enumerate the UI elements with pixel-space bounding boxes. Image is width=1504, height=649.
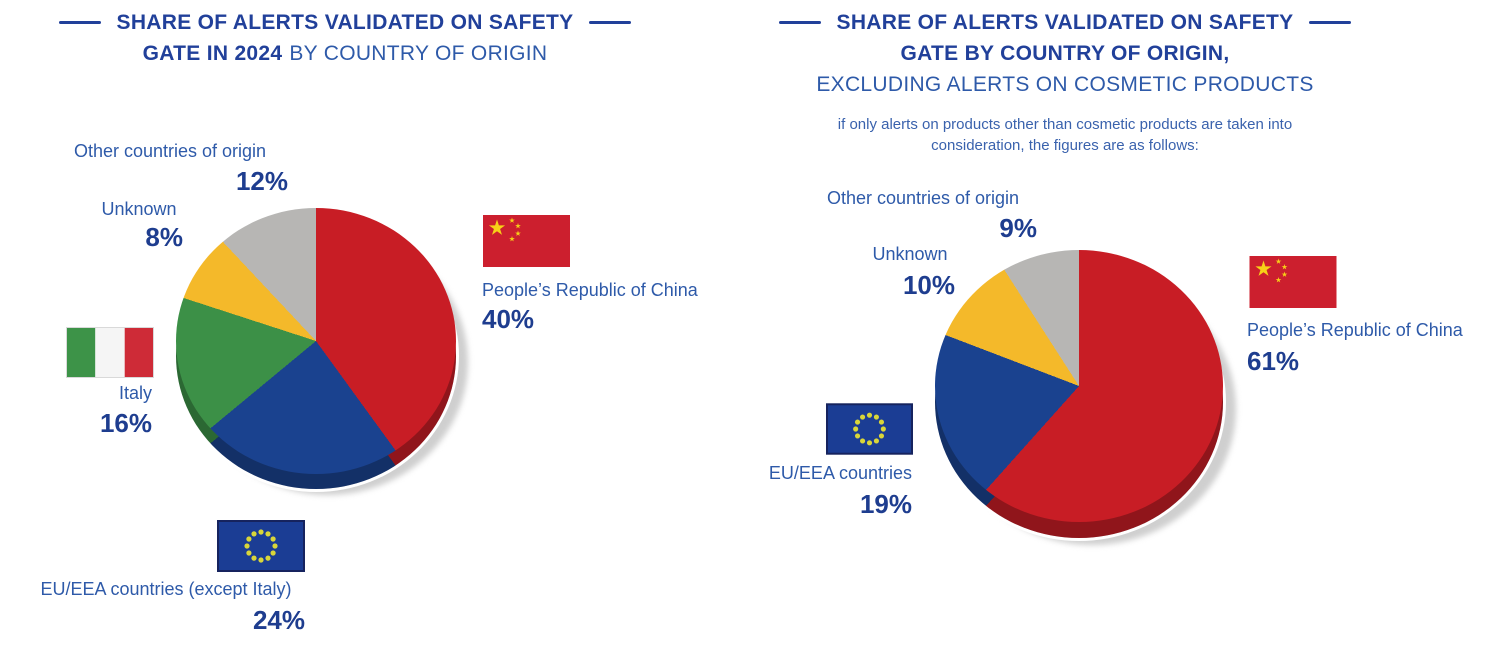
right-title-line1-text: SHARE OF ALERTS VALIDATED ON SAFETY xyxy=(836,11,1294,34)
right-title-line2-bold: GATE BY COUNTRY OF ORIGIN, xyxy=(900,42,1230,65)
left-chart-title: SHARE OF ALERTS VALIDATED ON SAFETY GATE… xyxy=(0,8,690,70)
right-chart-subtitle: if only alerts on products other than co… xyxy=(837,116,1293,154)
callout-china-label: People’s Republic of China xyxy=(1247,320,1463,340)
pie-face xyxy=(176,208,456,474)
left-title-line2: GATE IN 2024 BY COUNTRY OF ORIGIN xyxy=(0,39,690,70)
italy-flag-icon xyxy=(66,327,154,378)
eu-flag-icon xyxy=(217,520,305,572)
right-title-line3-light: EXCLUDING ALERTS ON COSMETIC PRODUCTS xyxy=(816,73,1314,96)
callout-eu-value: 24% xyxy=(252,605,305,635)
pie-face xyxy=(935,250,1223,522)
callout-unknown-label: Unknown xyxy=(872,244,948,264)
pie-chart-left xyxy=(176,208,468,495)
left-title-line2-bold: GATE IN 2024 xyxy=(142,42,283,65)
left-title-line1: SHARE OF ALERTS VALIDATED ON SAFETY xyxy=(0,8,690,39)
callout-unknown-value: 8% xyxy=(145,222,183,252)
left-title-line2-light: BY COUNTRY OF ORIGIN xyxy=(289,42,548,65)
right-title-line1: SHARE OF ALERTS VALIDATED ON SAFETY xyxy=(705,8,1425,39)
title-dash-icon xyxy=(1309,21,1352,25)
title-dash-icon xyxy=(778,21,821,25)
right-title-line3: EXCLUDING ALERTS ON COSMETIC PRODUCTS xyxy=(705,70,1425,101)
title-dash-icon xyxy=(58,21,101,25)
pie-chart-right xyxy=(935,250,1236,545)
callout-china-label: People’s Republic of China xyxy=(482,280,698,300)
callout-eu-label: EU/EEA countries (except Italy) xyxy=(40,579,292,599)
callout-unknown-label: Unknown xyxy=(101,199,177,219)
callout-china-value: 61% xyxy=(1247,346,1300,376)
callout-other-value: 12% xyxy=(235,166,288,196)
eu-flag-icon xyxy=(826,403,913,455)
callout-eu-value: 19% xyxy=(859,489,912,519)
right-chart-title: SHARE OF ALERTS VALIDATED ON SAFETY GATE… xyxy=(705,8,1425,156)
callout-other-value: 9% xyxy=(999,213,1037,243)
callout-italy-label: Italy xyxy=(118,383,152,403)
callout-eu-label: EU/EEA countries xyxy=(768,463,912,483)
title-dash-icon xyxy=(589,21,632,25)
callout-italy-value: 16% xyxy=(99,408,152,438)
right-title-line2: GATE BY COUNTRY OF ORIGIN, xyxy=(705,39,1425,70)
china-flag-icon xyxy=(1249,256,1337,308)
callout-other-label: Other countries of origin xyxy=(73,141,267,161)
china-flag-icon xyxy=(483,215,570,267)
callout-other-label: Other countries of origin xyxy=(826,188,1020,208)
left-title-line1-text: SHARE OF ALERTS VALIDATED ON SAFETY xyxy=(116,11,574,34)
callout-unknown-value: 10% xyxy=(902,270,955,300)
callout-china-value: 40% xyxy=(482,304,535,334)
